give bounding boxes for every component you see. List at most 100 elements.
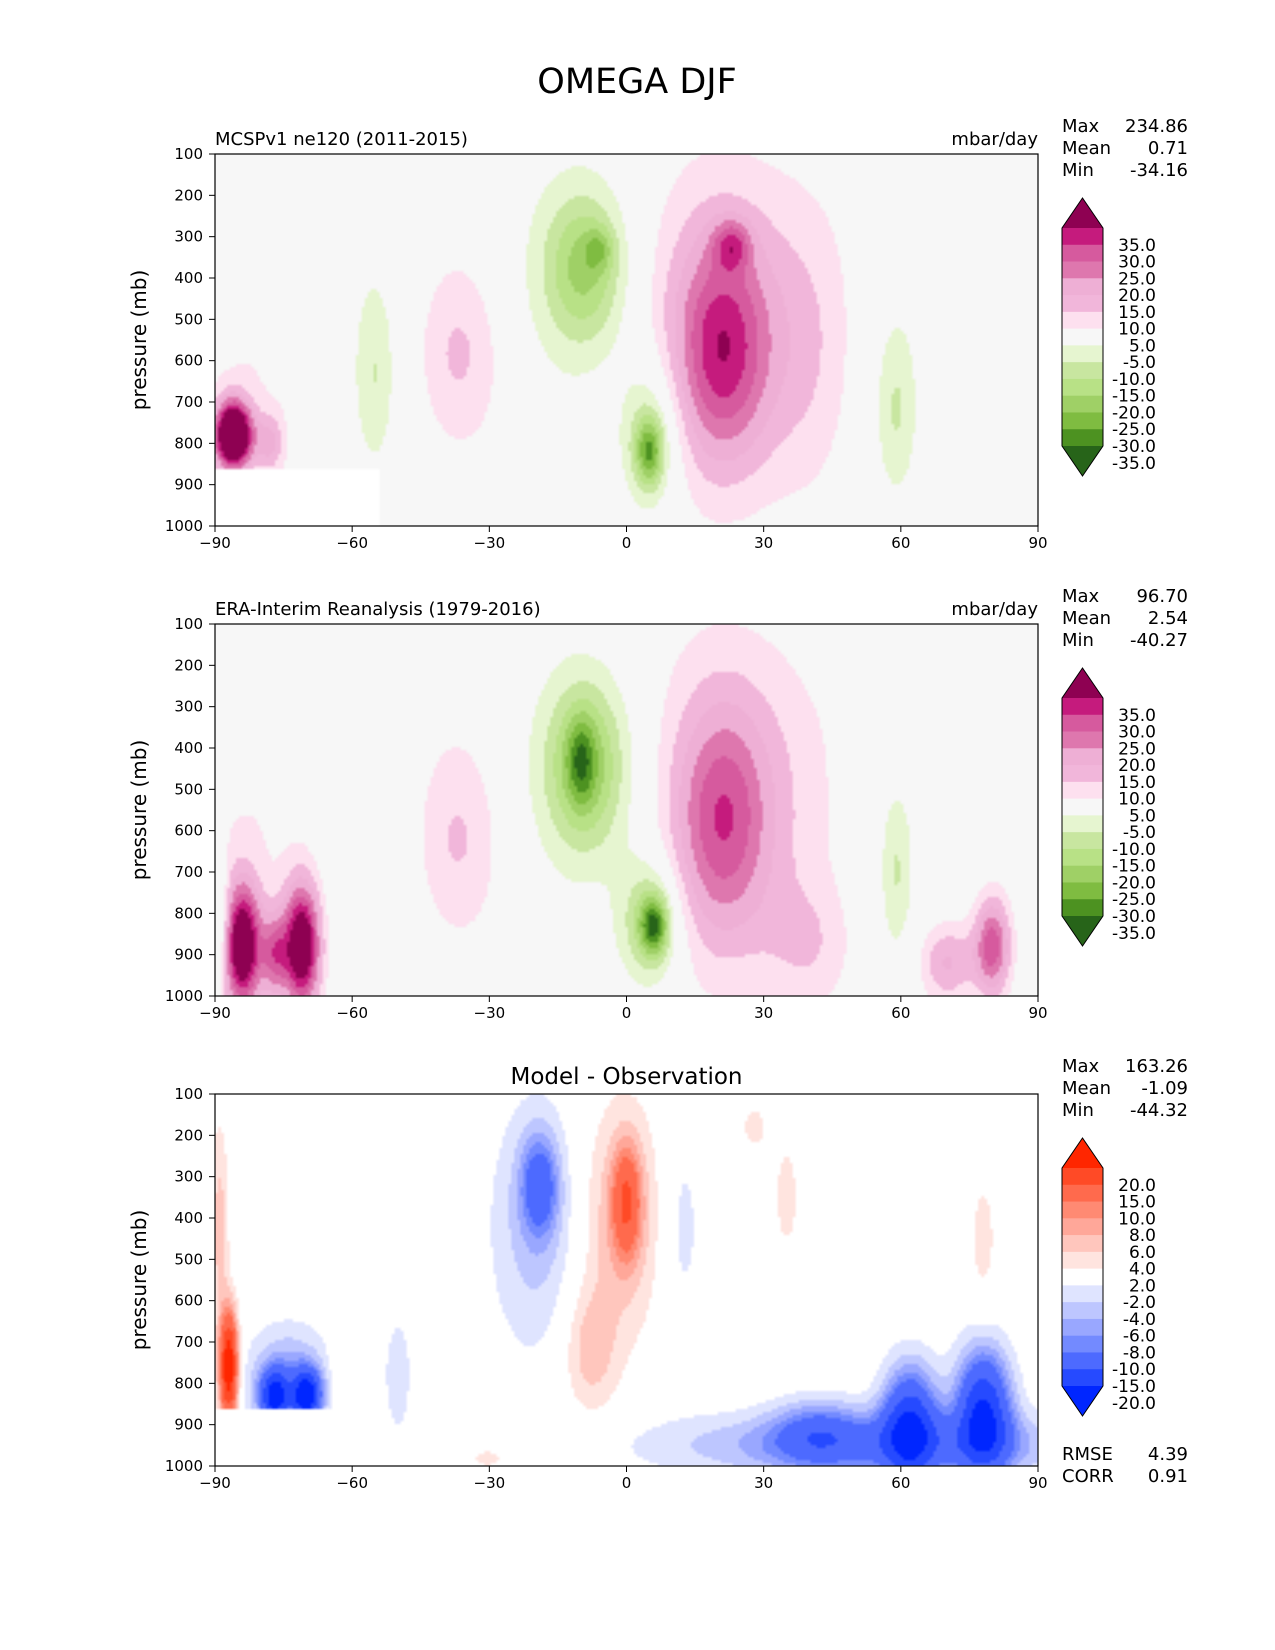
colorbar-segment [1062,748,1103,766]
colorbar-tick-label: -20.0 [1112,403,1156,423]
colorbar-tick-label: -20.0 [1112,873,1156,893]
colorbar-tick-label: 35.0 [1118,236,1156,256]
y-tick-label: 500 [174,310,203,328]
stat-label: Mean [1062,1078,1111,1099]
x-tick-label: −30 [474,534,506,552]
panel-obs: ERA-Interim Reanalysis (1979-2016) mbar/d… [127,586,1188,1022]
x-tick-label: −60 [336,534,368,552]
y-tick-label: 100 [174,1085,203,1103]
colorbar-tick-label: 20.0 [1118,1176,1156,1196]
colorbar-segment [1062,1168,1103,1186]
stat-label: CORR [1062,1466,1114,1487]
colorbar-tick-label: -25.0 [1112,890,1156,910]
contour-field [215,1094,1038,1466]
colorbar-extend-top [1062,668,1103,698]
colorbar-tick-label: 8.0 [1129,1226,1156,1246]
x-tick-label: 60 [891,1474,910,1492]
y-tick-label: 800 [174,1374,203,1392]
colorbar-segment [1062,865,1103,883]
y-tick-label: 800 [174,434,203,452]
figure-title: OMEGA DJF [537,62,736,102]
colorbar-segment [1062,429,1103,447]
y-tick-label: 900 [174,476,203,494]
y-tick-label: 800 [174,904,203,922]
x-tick-label: −30 [474,1474,506,1492]
colorbar-segment [1062,698,1103,716]
colorbar-tick-label: -20.0 [1112,1394,1156,1414]
colorbar: 20.015.010.08.06.04.02.0-2.0-4.0-6.0-8.0… [1061,1137,1156,1417]
colorbar-segment [1062,311,1103,330]
x-tick-label: 0 [622,534,632,552]
y-tick-label: 700 [174,1333,203,1351]
x-tick-label: 60 [891,534,910,552]
stat-label: Min [1062,160,1094,181]
y-tick-label: 300 [174,698,203,716]
x-tick-label: 30 [754,534,773,552]
panel-model: MCSPv1 ne120 (2011-2015) mbar/day pressure… [127,116,1188,552]
x-tick-label: −90 [199,534,231,552]
colorbar-segment [1062,261,1103,279]
colorbar-tick-label: -25.0 [1112,420,1156,440]
colorbar-tick-label: 20.0 [1118,286,1156,306]
y-axis-label: pressure (mb) [127,270,151,411]
colorbar-segment [1062,395,1103,413]
colorbar-segment [1062,781,1103,800]
colorbar-segment [1062,378,1103,397]
y-tick-label: 100 [174,145,203,163]
stat-label: Mean [1062,608,1111,629]
colorbar-tick-label: -10.0 [1112,840,1156,860]
colorbar-tick-label: -35.0 [1112,454,1156,474]
y-tick-label: 300 [174,228,203,246]
x-tick-label: 60 [891,1004,910,1022]
colorbar-segment [1062,1335,1103,1353]
colorbar-segment [1062,1218,1103,1236]
stat-label: RMSE [1062,1444,1113,1465]
colorbar-segment [1062,1235,1103,1253]
y-tick-label: 700 [174,863,203,881]
colorbar-tick-label: 15.0 [1118,773,1156,793]
colorbar-segment [1062,345,1103,363]
colorbar-segment [1062,244,1103,263]
colorbar-segment [1062,848,1103,867]
colorbar-tick-label: -10.0 [1112,370,1156,390]
y-tick-label: 200 [174,656,203,674]
colorbar-segment [1062,899,1103,917]
panel-units: mbar/day [951,129,1038,150]
y-tick-label: 700 [174,393,203,411]
y-tick-label: 1000 [165,517,203,535]
colorbar-outline [1061,197,1104,477]
colorbar-tick-label: -4.0 [1123,1310,1156,1330]
colorbar: 35.030.025.020.015.010.05.0-5.0-10.0-15.… [1061,197,1156,477]
colorbar-tick-label: 5.0 [1129,806,1156,826]
colorbar-tick-label: 10.0 [1118,790,1156,810]
colorbar-segment [1062,1285,1103,1303]
stat-value: -40.27 [1130,630,1188,651]
colorbar-segment [1062,815,1103,833]
colorbar-tick-label: 4.0 [1129,1260,1156,1280]
contour-field [215,624,1038,996]
y-axis-label: pressure (mb) [127,1210,151,1351]
colorbar-segment [1062,1184,1103,1203]
colorbar-segment [1062,882,1103,900]
stat-label: Min [1062,1100,1094,1121]
colorbar-tick-label: -8.0 [1123,1343,1156,1363]
colorbar-tick-label: -15.0 [1112,387,1156,407]
colorbar-tick-label: 25.0 [1118,269,1156,289]
x-tick-label: 90 [1028,1474,1047,1492]
stat-value: 0.71 [1148,138,1188,159]
x-tick-label: 30 [754,1004,773,1022]
stat-value: 4.39 [1148,1444,1188,1465]
x-tick-label: −60 [336,1004,368,1022]
colorbar-segment [1062,1201,1103,1219]
colorbar-tick-label: -10.0 [1112,1360,1156,1380]
colorbar-segment [1062,412,1103,430]
stat-label: Max [1062,1056,1100,1077]
colorbar-tick-label: -15.0 [1112,857,1156,877]
colorbar-segment [1062,1302,1103,1320]
colorbar-tick-label: -35.0 [1112,924,1156,944]
colorbar-tick-label: 15.0 [1118,303,1156,323]
stat-label: Mean [1062,138,1111,159]
y-tick-label: 600 [174,352,203,370]
colorbar-segment [1062,1352,1103,1370]
